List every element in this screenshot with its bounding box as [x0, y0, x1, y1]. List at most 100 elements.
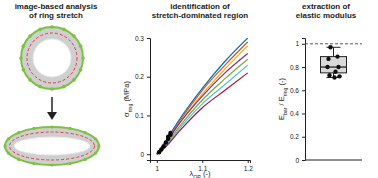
contour-point — [62, 85, 66, 89]
contour-point — [79, 44, 83, 48]
stretched-outer — [5, 127, 99, 165]
contour-point — [50, 163, 53, 166]
contour-point — [79, 68, 83, 72]
tick-label: 1 — [156, 165, 160, 172]
tick: 0 — [140, 151, 150, 158]
tick: 0.1 — [135, 112, 150, 119]
contour-point — [19, 56, 23, 60]
plot-area — [157, 38, 248, 154]
contour-point — [84, 158, 87, 161]
label-text: (-) — [277, 77, 286, 87]
tick: 1 — [156, 160, 160, 172]
contour-point — [32, 162, 35, 165]
contour-point — [7, 137, 10, 140]
tick-mark — [147, 38, 150, 39]
reference-line — [305, 43, 362, 44]
plot-area — [305, 44, 362, 80]
contour-point — [28, 78, 32, 82]
tick: 0.4 — [290, 110, 305, 117]
label-text: (MPa) — [122, 81, 131, 104]
tick-mark — [302, 137, 305, 138]
tick-label: 0.4 — [290, 110, 299, 117]
contour-point — [50, 25, 54, 29]
data-point — [168, 131, 172, 135]
ring-midline — [27, 33, 77, 83]
tick-mark — [302, 160, 305, 161]
contour-point — [7, 152, 10, 155]
tick-mark — [302, 44, 305, 45]
tick-label: 0 — [140, 151, 144, 158]
contour-point — [81, 56, 85, 60]
y-axis: 00.20.40.60.81 — [290, 39, 306, 164]
data-line — [157, 65, 248, 154]
tick-mark — [147, 77, 150, 78]
label-text: (-) — [201, 169, 211, 178]
data-point — [325, 65, 329, 69]
tick: 0.3 — [135, 35, 150, 42]
data-line — [157, 46, 248, 154]
data-point — [328, 45, 332, 49]
tick-label: 0.3 — [135, 35, 144, 42]
tick-label: 0.8 — [290, 64, 299, 71]
contour-point — [38, 28, 42, 32]
tick-label: 0.2 — [135, 73, 144, 80]
panel-title: stretch-dominated region — [152, 11, 249, 20]
tick-mark — [157, 160, 158, 163]
panel-title: image-based analysis — [15, 2, 98, 11]
contour-point — [17, 131, 20, 134]
tick-mark — [147, 115, 150, 116]
ring-diagram — [3, 25, 100, 166]
tick-label: 0 — [295, 157, 299, 164]
tick-mark — [248, 160, 249, 163]
y-axis: 0 0.1 0.2 0.3 — [135, 35, 151, 161]
y-axis-title: σring (MPa) — [122, 81, 133, 117]
tick-mark — [302, 90, 305, 91]
tick-mark — [202, 160, 203, 163]
data-point — [164, 140, 168, 144]
contour-point — [68, 162, 71, 165]
ring-inner — [33, 39, 71, 77]
data-line — [157, 53, 248, 154]
contour-point — [38, 85, 42, 89]
subscript: ring — [127, 103, 133, 112]
tick: 0.6 — [290, 87, 305, 94]
contour-point — [84, 131, 87, 134]
data-point — [327, 73, 331, 77]
contour-point — [72, 78, 76, 82]
tick: 0 — [295, 157, 305, 164]
tick: 0.8 — [290, 64, 305, 71]
arrow-head — [47, 112, 57, 120]
contour-point — [3, 144, 6, 147]
axis-line — [151, 161, 251, 164]
data-point — [336, 65, 340, 69]
data-line — [157, 73, 248, 154]
contour-point — [94, 152, 97, 155]
tick-label: 0.6 — [290, 87, 299, 94]
data-point — [326, 57, 330, 61]
box — [321, 57, 347, 73]
data-point — [166, 135, 170, 139]
tick-label: 1.2 — [244, 165, 253, 172]
panel-title: identification of — [170, 2, 230, 11]
data-line — [157, 42, 248, 154]
tick: 1.2 — [244, 160, 253, 172]
median — [321, 66, 347, 67]
tick-label: 0.1 — [135, 112, 144, 119]
figure: image-based analysisof ring stretch ident… — [0, 0, 378, 178]
panel-title: of ring stretch — [29, 11, 83, 20]
label-text: / E — [277, 96, 286, 107]
x-axis-line — [305, 160, 362, 161]
tick-mark — [147, 154, 150, 155]
subscript: ring — [282, 87, 288, 96]
ring-outer — [21, 27, 83, 89]
data-point — [337, 74, 341, 78]
data-line — [157, 59, 248, 154]
contour-point — [97, 144, 100, 147]
tick: 0.2 — [135, 73, 150, 80]
contour-point — [72, 34, 76, 38]
axis-line — [147, 39, 151, 161]
contour-point — [50, 125, 53, 128]
tick-mark — [302, 114, 305, 115]
x-axis-title: λOP (-) — [190, 169, 211, 178]
stretched-midline — [10, 132, 95, 160]
